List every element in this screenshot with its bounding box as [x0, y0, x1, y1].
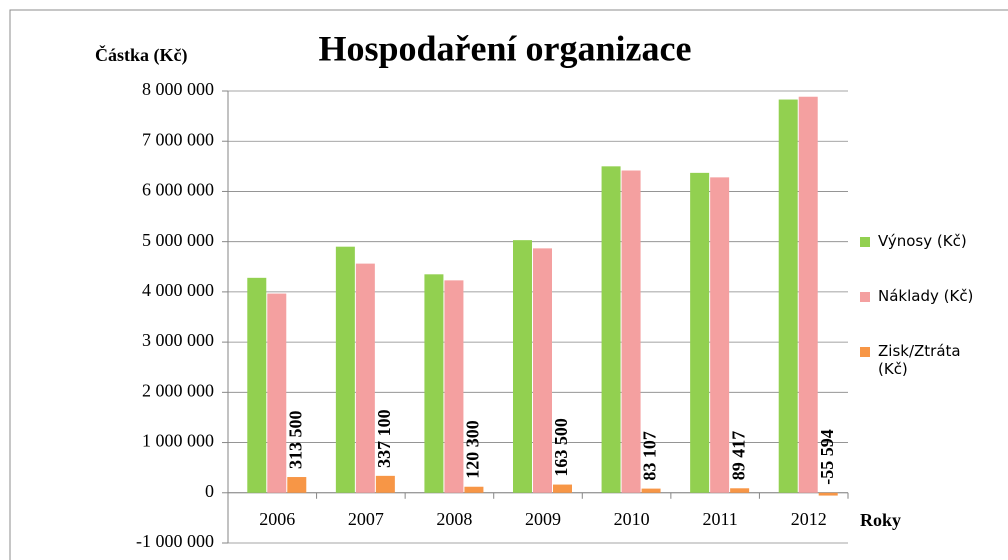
bar: [710, 177, 730, 493]
bar: [375, 475, 395, 493]
bar: [798, 96, 818, 493]
y-tick-label: 7 000 000: [142, 129, 214, 149]
x-tick-label: 2010: [614, 509, 650, 529]
bar: [621, 170, 641, 493]
x-tick-label: 2011: [702, 509, 737, 529]
y-tick-label: 4 000 000: [142, 280, 214, 300]
bar: [424, 274, 444, 493]
bar: [335, 246, 355, 493]
legend-item: Zisk/Ztráta (Kč): [860, 342, 978, 378]
bar: [287, 477, 307, 493]
chart-title: Hospodaření organizace: [319, 28, 692, 68]
y-tick-label: -1 000 000: [136, 531, 214, 551]
data-label: 89 417: [728, 431, 748, 481]
y-tick-label: 8 000 000: [142, 79, 214, 99]
bar: [444, 280, 464, 493]
legend-swatch: [860, 347, 870, 357]
y-tick-label: 6 000 000: [142, 180, 214, 200]
bar: [641, 488, 661, 493]
y-tick-label: 0: [205, 481, 214, 501]
legend-label: Výnosy (Kč): [878, 232, 967, 250]
bar: [464, 486, 484, 493]
y-tick-label: 3 000 000: [142, 330, 214, 350]
bar: [601, 166, 621, 493]
data-label: 163 500: [551, 418, 571, 477]
bar: [818, 492, 838, 496]
data-label: -55 594: [817, 429, 837, 485]
chart-frame: [9, 9, 1008, 560]
x-tick-label: 2008: [436, 509, 472, 529]
x-tick-label: 2012: [791, 509, 827, 529]
data-label: 313 500: [285, 411, 305, 470]
y-axis-label: Částka (Kč): [95, 44, 188, 66]
bar: [690, 172, 710, 493]
bar: [553, 484, 572, 493]
x-axis-label: Roky: [860, 510, 901, 530]
legend-item: Výnosy (Kč): [860, 232, 967, 250]
x-tick-label: 2009: [525, 509, 561, 529]
bar: [730, 488, 750, 493]
bar: [778, 99, 798, 493]
x-tick-label: 2006: [259, 509, 295, 529]
bar: [355, 263, 375, 493]
y-tick-label: 1 000 000: [142, 431, 214, 451]
legend-label: Zisk/Ztráta (Kč): [878, 342, 961, 378]
x-tick-label: 2007: [348, 509, 384, 529]
legend-label: Náklady (Kč): [878, 287, 974, 305]
data-label: 83 107: [640, 431, 660, 481]
data-label: 120 300: [463, 420, 483, 479]
legend-swatch: [860, 292, 870, 302]
bar: [533, 248, 552, 493]
legend-item: Náklady (Kč): [860, 287, 973, 305]
legend-swatch: [860, 237, 870, 247]
y-tick-label: 5 000 000: [142, 230, 214, 250]
bar: [247, 277, 267, 493]
data-label: 337 100: [374, 409, 394, 468]
bar: [513, 240, 532, 493]
bar: [267, 293, 287, 493]
y-tick-label: 2 000 000: [142, 380, 214, 400]
